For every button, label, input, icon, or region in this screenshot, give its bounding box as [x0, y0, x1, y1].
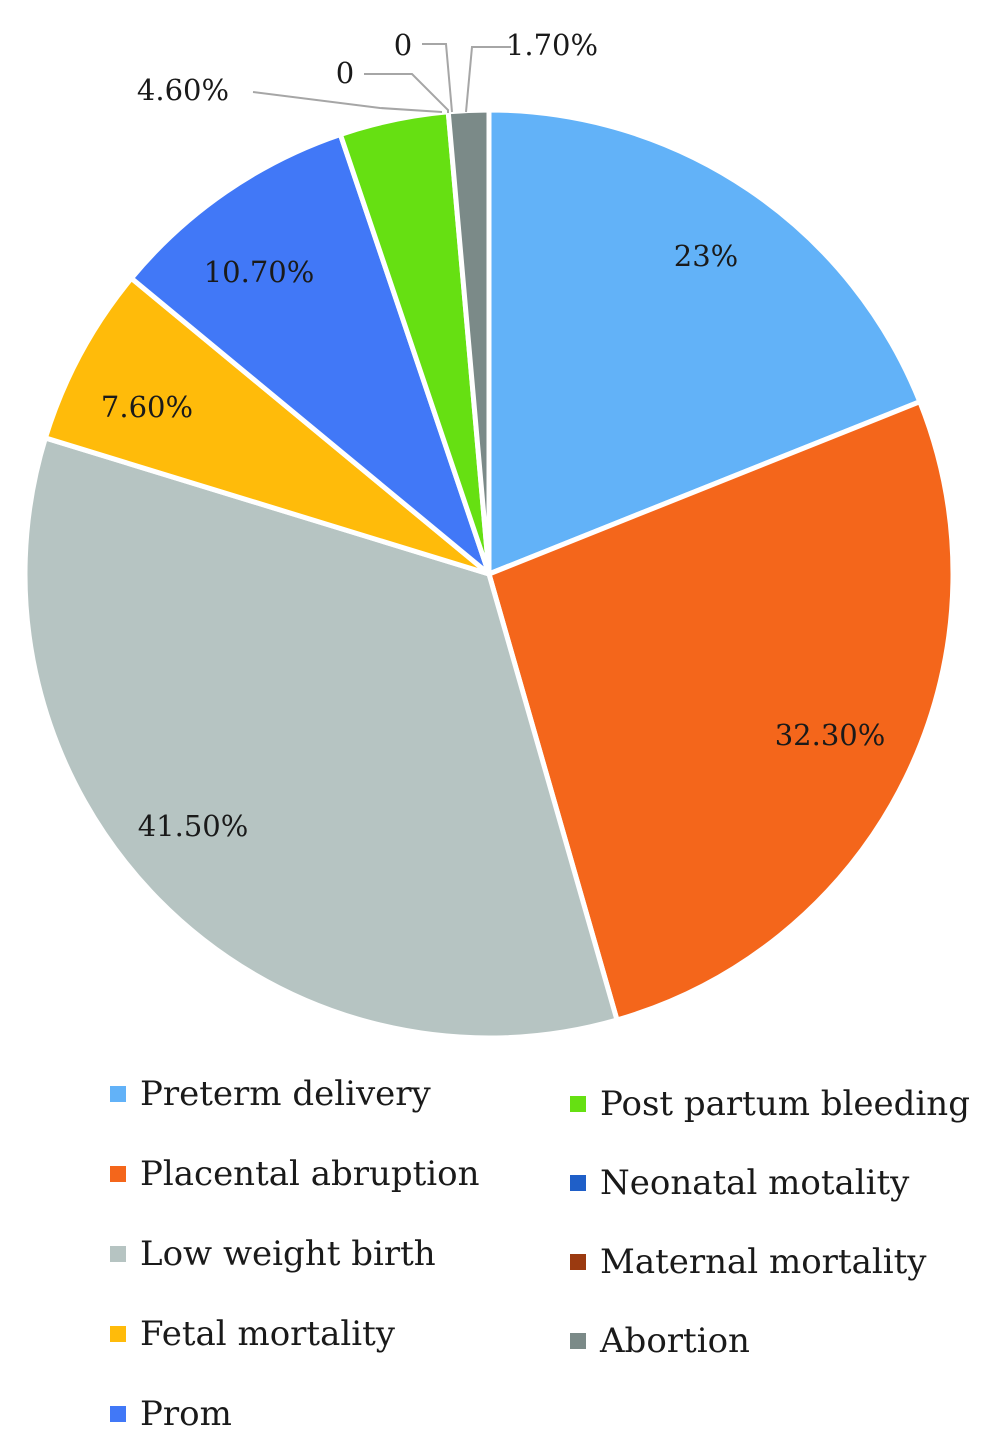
pie-slice-low-weight-birth — [22, 435, 620, 1041]
legend-label: Maternal mortality — [600, 1242, 927, 1282]
slice-label-maternal-mortality: 0 — [394, 28, 412, 62]
slice-label-preterm-delivery: 23% — [674, 239, 738, 273]
slice-label-abortion: 1.70% — [506, 28, 598, 62]
legend-item-neonatal-motality: Neonatal motality — [570, 1163, 909, 1203]
legend-label: Neonatal motality — [600, 1163, 910, 1203]
legend-swatch — [110, 1246, 126, 1262]
legend-label: Post partum bleeding — [600, 1084, 970, 1124]
slice-labels: 23% 32.30% 41.50% 7.60% 10.70% 4.60% 0 0 1.70% — [101, 28, 885, 843]
pie-slice-fetal-mortality — [42, 275, 492, 577]
legend-swatch — [110, 1086, 126, 1102]
legend-swatch — [570, 1333, 586, 1349]
leader-line-abortion — [465, 46, 511, 113]
slice-label-low-weight-birth: 41.50% — [138, 809, 249, 843]
legend-swatch — [570, 1175, 586, 1191]
legend-item-prom: Prom — [110, 1394, 232, 1434]
pie-slice-prom — [128, 131, 492, 577]
leader-lines — [252, 43, 511, 113]
legend-swatch — [110, 1166, 126, 1182]
leader-line-maternal-mortality — [422, 43, 453, 113]
legend-item-fetal-mortality: Fetal mortality — [110, 1314, 395, 1354]
legend-item-abortion: Abortion — [570, 1321, 750, 1361]
legend-label: Placental abruption — [140, 1154, 480, 1194]
legend-swatch — [570, 1254, 586, 1270]
slice-label-fetal-mortality: 7.60% — [101, 390, 193, 424]
legend-swatch — [570, 1096, 586, 1112]
pie-slices — [22, 107, 956, 1041]
legend-label: Abortion — [600, 1321, 750, 1361]
slice-label-prom: 10.70% — [204, 255, 315, 289]
legend-label: Fetal mortality — [140, 1314, 395, 1354]
pie-slice-placental-abruption — [486, 399, 956, 1023]
legend-swatch — [110, 1326, 126, 1342]
legend-label: Preterm delivery — [140, 1074, 431, 1114]
legend-item-maternal-mortality: Maternal mortality — [570, 1242, 927, 1282]
legend-item-post-partum-bleeding: Post partum bleeding — [570, 1084, 970, 1124]
pie-chart: 23% 32.30% 41.50% 7.60% 10.70% 4.60% 0 0 1.70% — [22, 28, 956, 1041]
legend-item-low-weight-birth: Low weight birth — [110, 1234, 436, 1274]
legend-item-placental-abruption: Placental abruption — [110, 1154, 480, 1194]
legend-swatch — [110, 1406, 126, 1422]
slice-label-placental-abruption: 32.30% — [775, 718, 886, 752]
pie-slice-preterm-delivery — [486, 107, 923, 577]
legend-label: Prom — [140, 1394, 232, 1434]
slice-label-neonatal-motality: 0 — [336, 56, 354, 90]
slice-label-post-partum-bleeding: 4.60% — [137, 73, 229, 107]
legend-item-preterm-delivery: Preterm delivery — [110, 1074, 431, 1114]
leader-line-post-partum-bleeding — [252, 91, 443, 113]
legend-label: Low weight birth — [140, 1234, 436, 1274]
leader-line-neonatal-motality — [364, 73, 449, 113]
